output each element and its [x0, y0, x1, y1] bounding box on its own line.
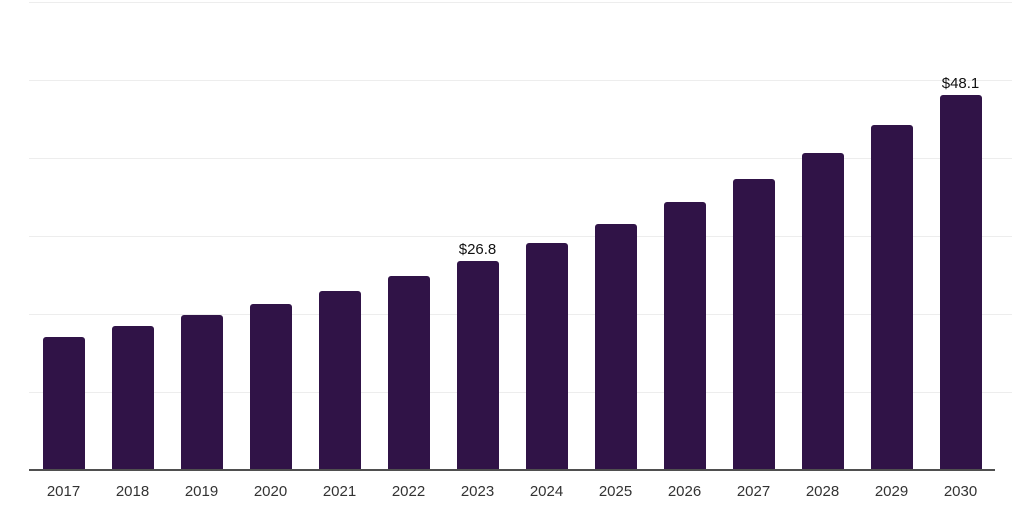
x-axis-tick-label-2024: 2024: [529, 483, 564, 500]
bar-2029: [870, 125, 913, 470]
x-axis-tick-label-2026: 2026: [667, 483, 702, 500]
bar-2030: [939, 94, 982, 470]
gridline: [29, 392, 1012, 393]
x-axis-tick-label-2018: 2018: [115, 483, 150, 500]
gridline: [29, 80, 1012, 81]
bar-2026: [663, 202, 706, 470]
gridline: [29, 314, 1012, 315]
bar-2020: [249, 303, 292, 470]
x-axis-line: [29, 469, 995, 471]
x-axis-tick-label-2025: 2025: [598, 483, 633, 500]
bar-2027: [732, 179, 775, 470]
bar-2018: [111, 325, 154, 470]
data-label-2023: $26.8: [458, 240, 497, 258]
bar-2024: [525, 243, 568, 470]
bar-2019: [180, 314, 223, 470]
x-axis-tick-label-2027: 2027: [736, 483, 771, 500]
gridline: [29, 236, 1012, 237]
x-axis-tick-label-2017: 2017: [46, 483, 81, 500]
x-axis-tick-label-2028: 2028: [805, 483, 840, 500]
bar-2022: [387, 275, 430, 470]
bar-2028: [801, 152, 844, 470]
data-label-2030: $48.1: [941, 74, 980, 92]
gridline: [29, 2, 1012, 3]
x-axis-tick-label-2029: 2029: [874, 483, 909, 500]
bar-2023: [456, 260, 499, 470]
x-axis-tick-label-2022: 2022: [391, 483, 426, 500]
bar-2021: [318, 291, 361, 470]
x-axis-tick-label-2020: 2020: [253, 483, 288, 500]
gridline: [29, 158, 1012, 159]
bar-2017: [42, 336, 85, 470]
x-axis-tick-label-2030: 2030: [943, 483, 978, 500]
x-axis-tick-label-2021: 2021: [322, 483, 357, 500]
x-axis-tick-label-2019: 2019: [184, 483, 219, 500]
x-axis-tick-label-2023: 2023: [460, 483, 495, 500]
bar-2025: [594, 223, 637, 470]
